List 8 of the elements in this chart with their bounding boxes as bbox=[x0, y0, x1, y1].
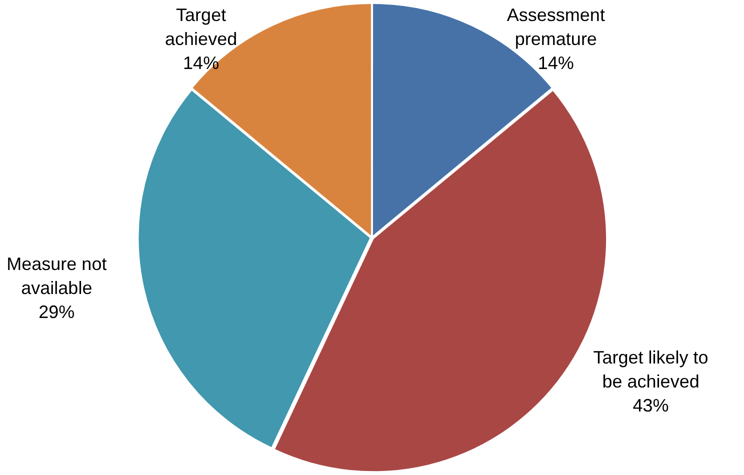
data-label: 14% bbox=[538, 52, 574, 73]
slice-label: Target achieved bbox=[165, 4, 238, 49]
data-label: 43% bbox=[632, 396, 669, 416]
slice-label: Target likely to be achieved bbox=[593, 348, 708, 392]
data-label: 29% bbox=[38, 302, 75, 322]
slice-label: Assessment premature bbox=[506, 4, 605, 49]
data-label: 14% bbox=[183, 52, 220, 73]
slice-label: Measure not available bbox=[6, 254, 107, 298]
